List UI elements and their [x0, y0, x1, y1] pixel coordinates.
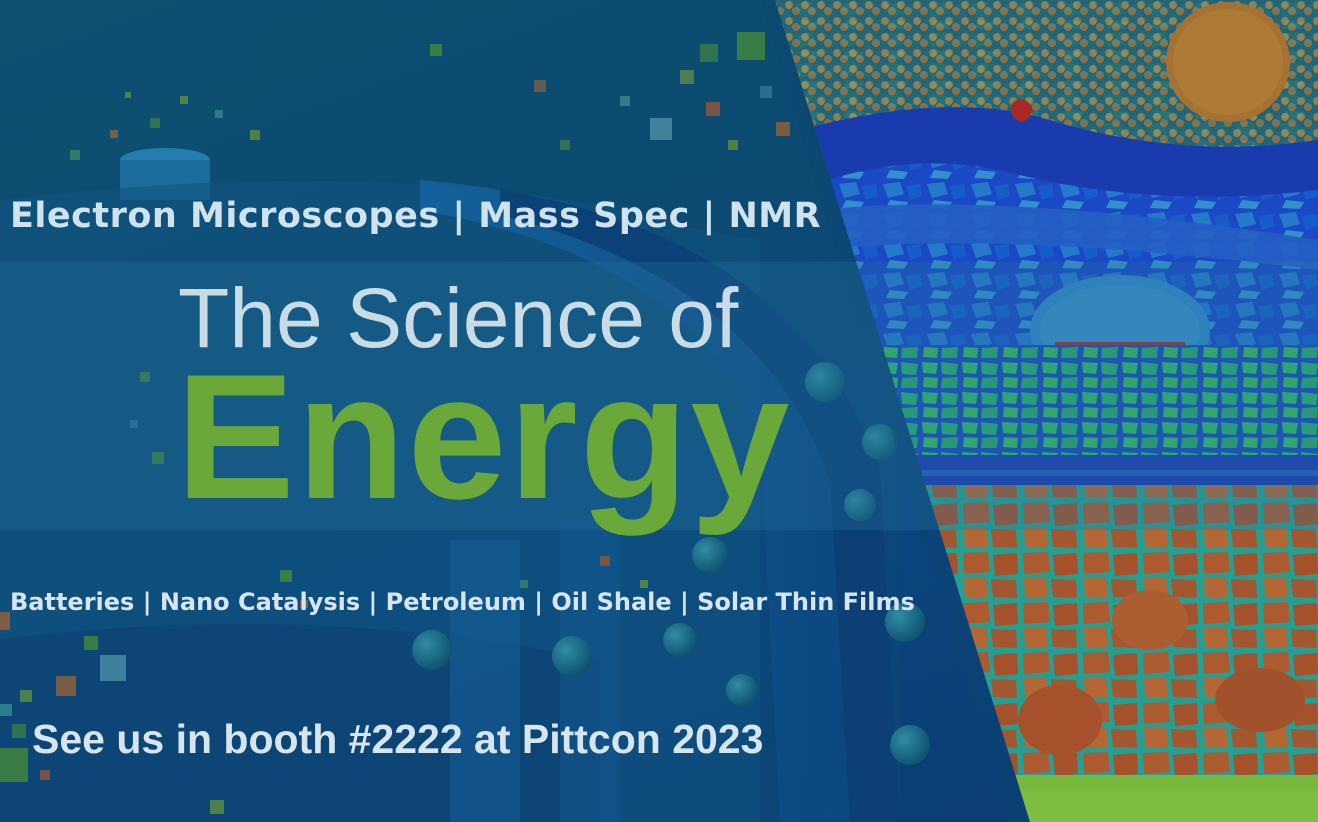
- instruments-line: Electron Microscopes | Mass Spec | NMR: [10, 196, 822, 236]
- headline-band: [0, 262, 1318, 530]
- applications-line: Batteries | Nano Catalysis | Petroleum |…: [10, 588, 915, 616]
- headline-emphasis: Energy: [176, 337, 792, 536]
- headline: The Science of: [178, 271, 739, 365]
- booth-announcement: See us in booth #2222 at Pittcon 2023: [32, 716, 764, 762]
